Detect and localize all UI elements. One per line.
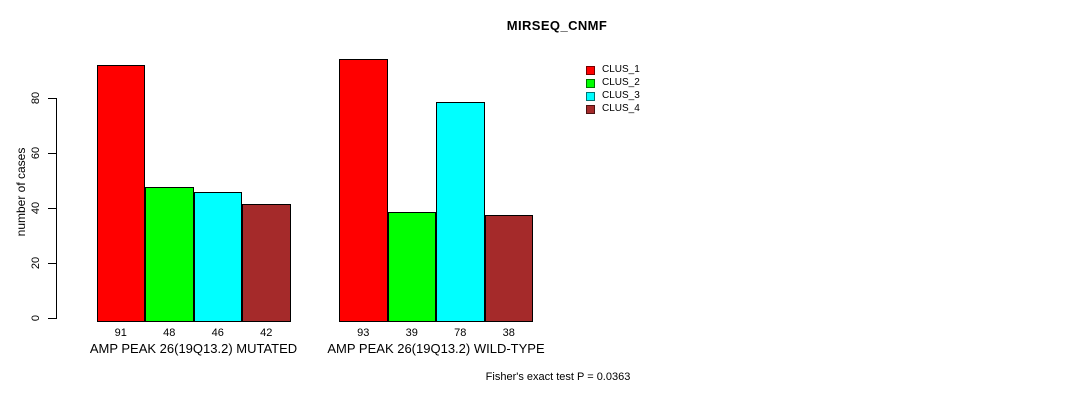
legend: CLUS_1 CLUS_2 CLUS_3 CLUS_4 [586,65,640,114]
legend-item: CLUS_2 [586,78,640,88]
bar-clus_4-group1 [242,203,291,323]
legend-item-label: CLUS_4 [602,103,640,114]
bar-value-label: 91 [114,327,127,339]
legend-swatch-clus_3 [586,91,595,101]
y-axis-tick [48,208,56,209]
y-axis-tick [48,153,56,154]
bar-clus_4-group2 [484,214,533,323]
bar-clus_2-group1 [145,186,194,323]
y-axis-tick [48,263,56,264]
y-axis-tick [48,318,56,319]
y-axis-tick [48,98,56,99]
y-axis-tick-label: 60 [30,146,42,160]
y-axis-label: number of cases [14,147,28,237]
y-axis-tick-label: 20 [30,256,42,270]
category-label: AMP PEAK 26(19Q13.2) WILD-TYPE [327,341,545,356]
bar-clus_3-group1 [193,192,242,323]
bar-value-label: 46 [211,327,224,339]
legend-item-label: CLUS_1 [602,64,640,75]
bar-value-label: 42 [260,327,273,339]
legend-swatch-clus_4 [586,104,595,114]
bar-value-label: 38 [502,327,515,339]
bar-clus_1-group1 [96,64,145,323]
y-axis-tick-label: 0 [30,314,42,322]
bar-value-label: 78 [454,327,467,339]
y-axis-tick-label: 40 [30,201,42,215]
bar-value-label: 48 [163,327,176,339]
legend-item-label: CLUS_2 [602,77,640,88]
y-axis-tick-label: 80 [30,91,42,105]
fishers-test-annotation: Fisher's exact test P = 0.0363 [485,371,631,383]
legend-swatch-clus_1 [586,65,595,75]
legend-item: CLUS_4 [586,104,640,114]
bar-value-label: 93 [357,327,370,339]
bar-value-label: 39 [405,327,418,339]
legend-swatch-clus_2 [586,78,595,88]
y-axis-line [56,98,57,319]
legend-item: CLUS_1 [586,65,640,75]
legend-item-label: CLUS_3 [602,90,640,101]
bar-clus_3-group2 [436,101,485,323]
bar-clus_2-group2 [387,212,436,323]
category-label: AMP PEAK 26(19Q13.2) MUTATED [89,341,298,356]
chart-title: MIRSEQ_CNMF [506,18,608,33]
legend-item: CLUS_3 [586,91,640,101]
bar-clus_1-group2 [339,59,388,323]
